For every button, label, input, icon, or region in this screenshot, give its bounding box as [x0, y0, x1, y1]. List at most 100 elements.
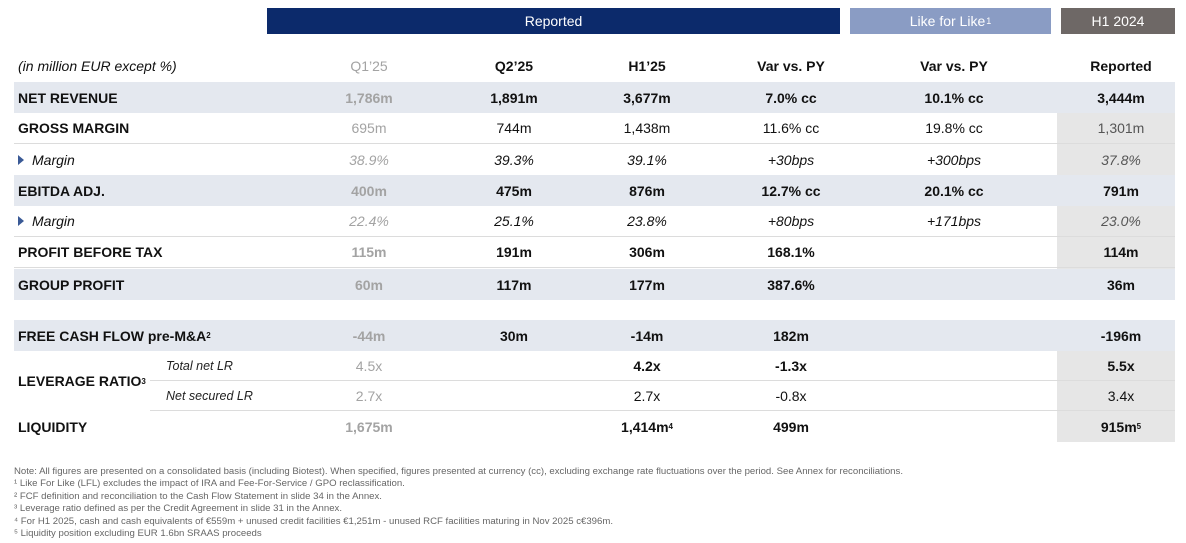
var-value: -0.8x	[775, 387, 807, 404]
reported-header: Reported	[267, 8, 840, 34]
reported-value: 23.0%	[1101, 213, 1141, 229]
unit-label: (in million EUR except %)	[18, 57, 177, 74]
row-label-text: FREE CASH FLOW pre-M&A	[18, 327, 207, 344]
h1-2024-header: H1 2024	[1061, 8, 1175, 34]
q2-value: 30m	[499, 327, 529, 344]
q1-value: 60m	[354, 276, 384, 293]
h1-value: 39.1%	[627, 151, 667, 168]
table-row-liquidity: LIQUIDITY 1,675m 1,414m 4 499m 915m 5	[14, 411, 1175, 442]
var-value: +30bps	[767, 151, 815, 168]
h1-value: 3,677m	[623, 89, 671, 106]
footnotes: Note: All figures are presented on a con…	[14, 466, 903, 540]
footnote-1: ¹ Like For Like (LFL) excludes the impac…	[14, 478, 405, 490]
q1-value: -44m	[352, 327, 386, 344]
reported-value: 3,444m	[1097, 89, 1145, 106]
reported-value: 36m	[1106, 276, 1136, 293]
var-value: +80bps	[767, 213, 815, 229]
var-value: 168.1%	[767, 244, 815, 260]
reported-value: 3.4x	[1107, 387, 1135, 404]
footnote-ref: 5	[1136, 422, 1142, 431]
reported-value: 37.8%	[1101, 151, 1141, 168]
h1-value: -14m	[630, 327, 664, 344]
lfl-value: +171bps	[926, 213, 982, 229]
col-var-header: Var vs. PY	[757, 57, 825, 74]
row-label: Margin	[18, 144, 75, 175]
reported-value: -196m	[1100, 327, 1142, 344]
table-row-ebitda-margin-pct: Margin 22.4% 25.1% 23.8% +80bps +171bps …	[14, 206, 1175, 237]
table-row-total-net-lr: Total net LR 4.5x 4.2x -1.3x 5.5x	[150, 351, 1175, 381]
col-lfl-var-header: Var vs. PY	[920, 57, 988, 74]
q2-value: 1,891m	[490, 89, 538, 106]
q1-value: 400m	[351, 182, 387, 199]
q1-value: 2.7x	[355, 387, 383, 404]
col-q1-header: Q1’25	[350, 57, 388, 74]
table-row-gross-margin-pct: Margin 38.9% 39.3% 39.1% +30bps +300bps …	[14, 144, 1175, 175]
q2-value: 117m	[496, 276, 532, 293]
lfl-value: 10.1% cc	[924, 89, 984, 106]
col-reported-header: Reported	[1090, 57, 1152, 74]
footnote-ref: 3	[141, 376, 146, 386]
footnote-ref: 2	[206, 331, 211, 340]
row-label: Margin	[18, 206, 75, 236]
q2-value: 475m	[496, 182, 532, 199]
lfl-value: 19.8% cc	[925, 120, 983, 136]
var-value: 387.6%	[767, 276, 815, 293]
reported-value: 915m 5	[1069, 411, 1173, 442]
row-label: PROFIT BEFORE TAX	[18, 244, 163, 260]
h1-value: 876m	[629, 182, 665, 199]
h1-value: 1,414m 4	[597, 411, 697, 442]
lfl-value: +300bps	[926, 151, 982, 168]
h1-value: 4.2x	[633, 357, 661, 374]
row-label: Net secured LR	[166, 388, 253, 403]
q1-value: 1,675m	[345, 418, 393, 435]
var-value: -1.3x	[775, 357, 807, 374]
row-label-text: Margin	[32, 213, 75, 229]
var-value: 499m	[773, 418, 809, 435]
q2-value: 191m	[496, 244, 532, 260]
row-label: FREE CASH FLOW pre-M&A 2	[18, 320, 211, 351]
var-value: 12.7% cc	[761, 182, 821, 199]
footnote-5: ⁵ Liquidity position excluding EUR 1.6bn…	[14, 528, 262, 540]
row-label-text: Margin	[32, 151, 75, 168]
footnote-2: ² FCF definition and reconciliation to t…	[14, 490, 382, 502]
row-label: GROUP PROFIT	[18, 276, 125, 293]
q2-value: 39.3%	[494, 151, 534, 168]
reported-value-text: 915m	[1100, 418, 1137, 435]
row-label: LIQUIDITY	[18, 418, 88, 435]
table-row-group-profit: GROUP PROFIT 60m 117m 177m 387.6% 36m	[14, 269, 1175, 300]
footnote-4: ⁴ For H1 2025, cash and cash equivalents…	[14, 515, 613, 527]
col-q2-header: Q2’25	[494, 57, 534, 74]
table-row-net-revenue: NET REVENUE 1,786m 1,891m 3,677m 7.0% cc…	[14, 82, 1175, 113]
q2-value: 25.1%	[494, 213, 534, 229]
q1-value: 115m	[351, 244, 387, 260]
reported-value: 1,301m	[1097, 120, 1145, 136]
lfl-value: 20.1% cc	[924, 182, 984, 199]
row-label: Total net LR	[166, 358, 233, 373]
footnote-ref: 4	[668, 422, 673, 431]
q1-value: 22.4%	[349, 213, 389, 229]
q1-value: 4.5x	[355, 357, 383, 374]
row-label-text: LEVERAGE RATIO	[18, 373, 142, 389]
var-value: 7.0% cc	[765, 89, 817, 106]
var-value: 11.6% cc	[762, 120, 820, 136]
reported-value: 114m	[1103, 244, 1139, 260]
triangle-right-icon	[18, 216, 24, 226]
row-label: EBITDA ADJ.	[18, 182, 105, 199]
footnote-3: ³ Leverage ratio defined as per the Cred…	[14, 503, 342, 515]
reported-value: 791m	[1103, 182, 1139, 199]
table-row-gross-margin: GROSS MARGIN 695m 744m 1,438m 11.6% cc 1…	[14, 113, 1175, 144]
q1-value: 1,786m	[345, 89, 393, 106]
table-row-profit-before-tax: PROFIT BEFORE TAX 115m 191m 306m 168.1% …	[14, 237, 1175, 268]
leverage-ratio-label: LEVERAGE RATIO 3	[18, 351, 146, 411]
q1-value: 38.9%	[349, 151, 389, 168]
h1-value: 23.8%	[627, 213, 667, 229]
like-for-like-header: Like for Like 1	[850, 8, 1051, 34]
var-value: 182m	[773, 327, 809, 344]
q2-value: 744m	[496, 120, 532, 136]
footnote-note: Note: All figures are presented on a con…	[14, 466, 903, 477]
h1-value: 1,438m	[623, 120, 671, 136]
table-row-free-cash-flow: FREE CASH FLOW pre-M&A 2 -44m 30m -14m 18…	[14, 320, 1175, 351]
triangle-right-icon	[18, 154, 24, 165]
h1-value: 177m	[629, 276, 665, 293]
h1-value: 2.7x	[633, 387, 661, 404]
